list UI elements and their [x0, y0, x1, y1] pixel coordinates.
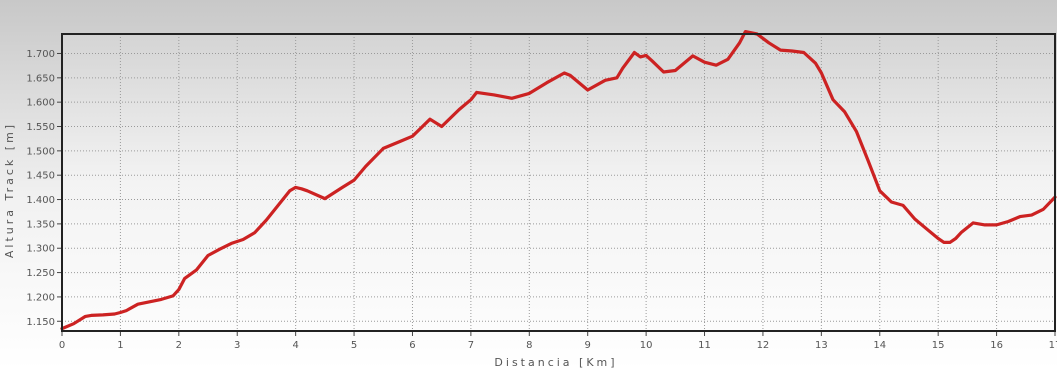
y-tick-label: 1.450 [26, 171, 55, 182]
plot-frame [61, 33, 1056, 332]
y-tick-label: 1.200 [26, 292, 55, 303]
x-tick-label: 6 [409, 340, 415, 351]
y-tick-label: 1.300 [26, 244, 55, 255]
elevation-series-line [60, 30, 1057, 331]
x-tick-label: 8 [526, 340, 532, 351]
x-tick-label: 0 [59, 340, 65, 351]
x-tick-label: 14 [873, 340, 886, 351]
x-tick-label: 9 [585, 340, 591, 351]
x-axis-title: Distancia [Km] [494, 356, 617, 369]
series-layer [60, 30, 1057, 331]
x-tick-label: 15 [932, 340, 945, 351]
y-tick-label: 1.150 [26, 317, 55, 328]
x-tick-label: 12 [757, 340, 770, 351]
x-tick-label: 17 [1049, 340, 1057, 351]
x-tick-label: 5 [351, 340, 357, 351]
label-layer: 012345678910111213141516171.1501.2001.25… [26, 49, 1057, 351]
x-tick-label: 4 [292, 340, 298, 351]
y-tick-label: 1.550 [26, 122, 55, 133]
x-tick-label: 7 [468, 340, 474, 351]
x-tick-label: 13 [815, 340, 828, 351]
x-tick-label: 16 [990, 340, 1003, 351]
plot-area [62, 34, 1055, 331]
y-tick-label: 1.650 [26, 73, 55, 84]
grid-layer [62, 34, 1055, 331]
y-tick-label: 1.400 [26, 195, 55, 206]
x-tick-label: 2 [176, 340, 182, 351]
x-tick-label: 3 [234, 340, 240, 351]
y-tick-label: 1.250 [26, 268, 55, 279]
x-tick-label: 11 [698, 340, 711, 351]
y-tick-label: 1.600 [26, 98, 55, 109]
y-tick-label: 1.500 [26, 146, 55, 157]
x-tick-label: 10 [640, 340, 653, 351]
x-tick-label: 1 [117, 340, 123, 351]
y-tick-label: 1.700 [26, 49, 55, 60]
y-tick-label: 1.350 [26, 219, 55, 230]
y-axis-title: Altura Track [m] [3, 122, 16, 258]
